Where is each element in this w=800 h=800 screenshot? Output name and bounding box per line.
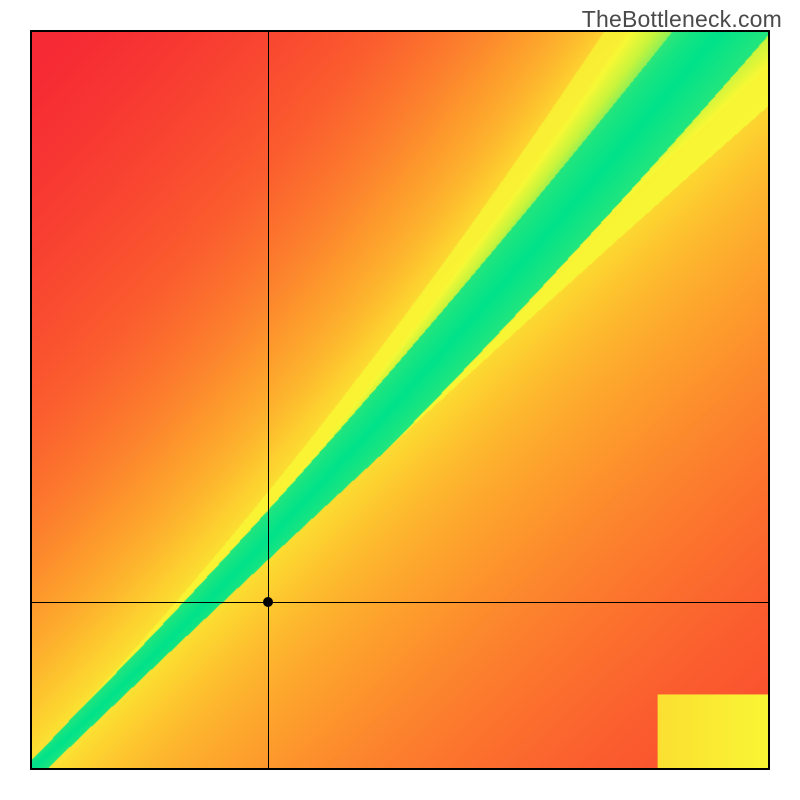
crosshair-vertical <box>268 32 269 768</box>
marker-dot <box>263 597 273 607</box>
heatmap-plot <box>30 30 770 770</box>
watermark-text: TheBottleneck.com <box>582 6 782 33</box>
heatmap-canvas <box>32 32 768 768</box>
crosshair-horizontal <box>32 602 768 603</box>
